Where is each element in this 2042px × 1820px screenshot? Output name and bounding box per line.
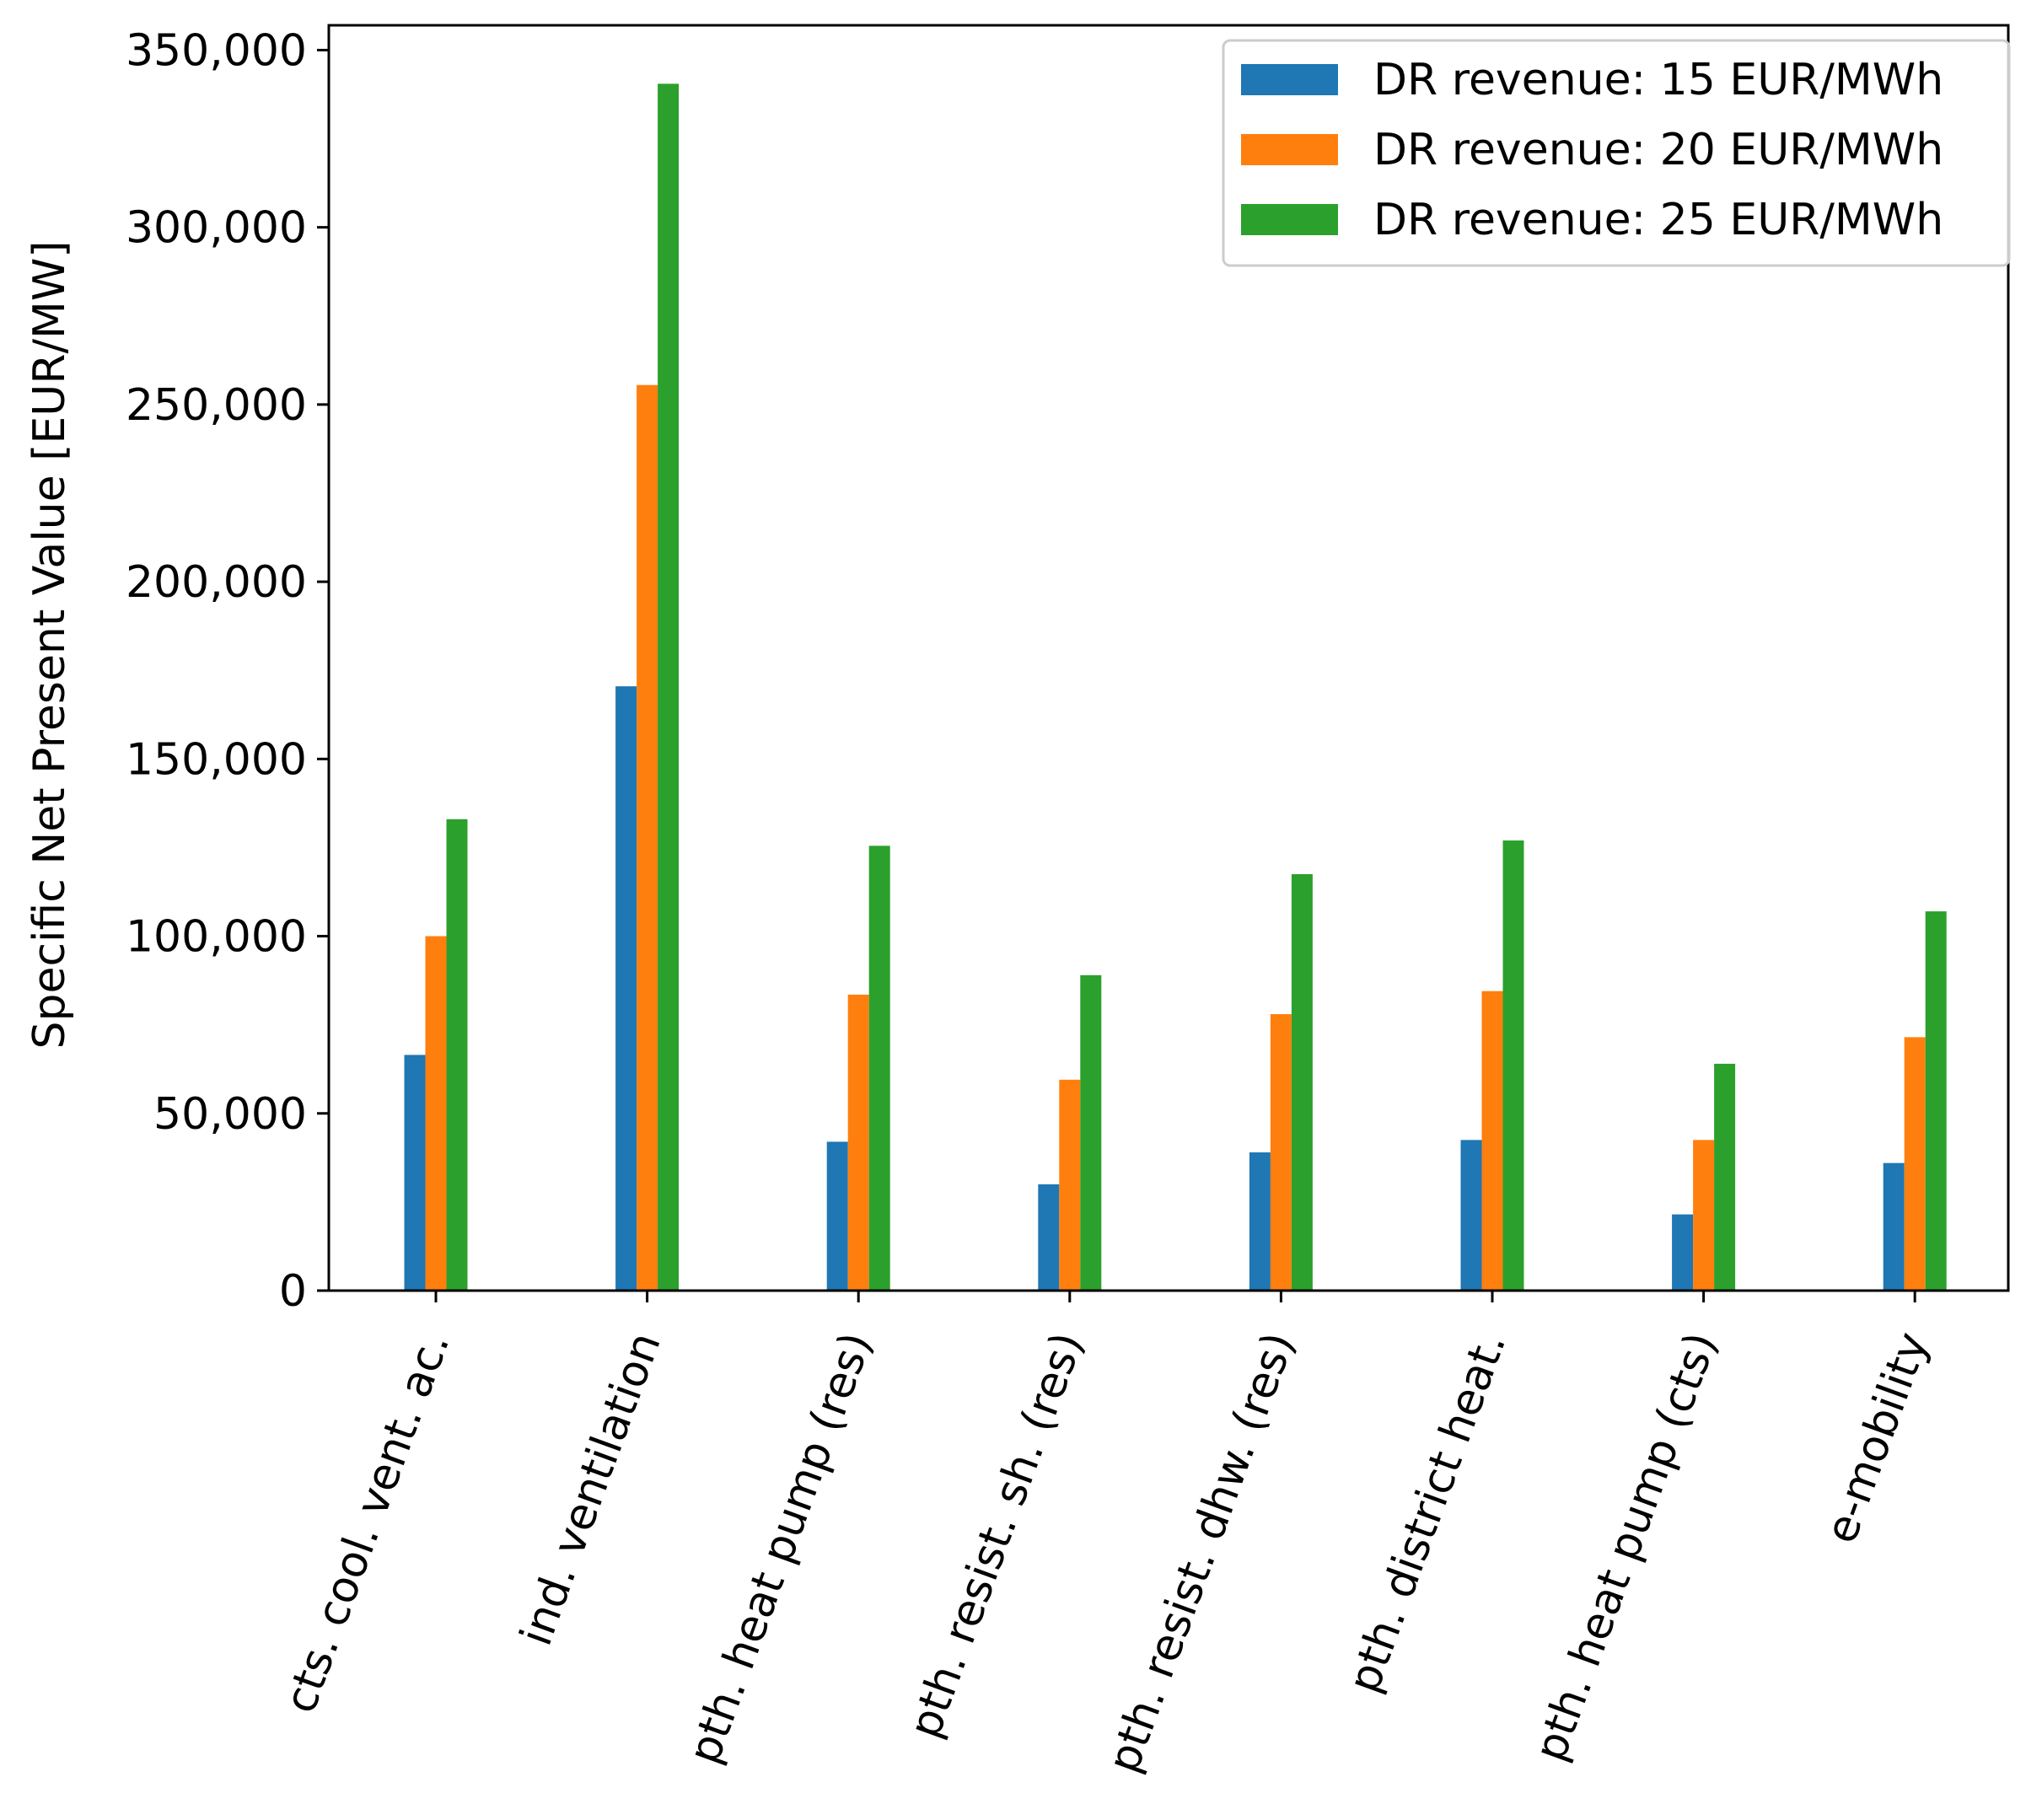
y-tick-label: 250,000 (126, 380, 307, 431)
bar-2-2 (637, 384, 658, 1291)
bar-3-1 (446, 819, 468, 1291)
bar-1-4 (1038, 1184, 1060, 1291)
bar-3-4 (1080, 974, 1102, 1291)
y-tick-label: 200,000 (126, 557, 307, 608)
bar-1-5 (1249, 1152, 1271, 1291)
bar-1-6 (1460, 1140, 1482, 1291)
x-tick-label: pth. heat pump (cts) (1525, 1326, 1728, 1768)
x-tick-label: ind. ventilation (511, 1326, 671, 1652)
y-tick-label: 0 (279, 1266, 307, 1317)
axes-layer: 0 50,000 100,000 150,000 200,000 250,000 300,0… (126, 24, 2010, 1780)
bar-2-7 (1693, 1140, 1715, 1291)
legend-label: DR revenue: 15 EUR/MWh (1373, 55, 1943, 105)
y-tick-label: 350,000 (126, 25, 307, 76)
bar-2-3 (847, 994, 869, 1291)
bar-2-4 (1059, 1079, 1081, 1291)
bar-3-8 (1925, 911, 1947, 1291)
x-tick-label: pth. heat pump (res) (680, 1326, 883, 1770)
bar-3-3 (868, 846, 890, 1291)
bar-3-2 (658, 83, 680, 1291)
bar-1-8 (1883, 1162, 1905, 1291)
bar-2-8 (1904, 1037, 1926, 1291)
x-tick-label: cts. cool. vent. ac. (275, 1326, 459, 1720)
bar-2-5 (1270, 1014, 1292, 1291)
x-tick-label: pth. resist. dhw. (res) (1099, 1326, 1305, 1780)
x-tick-label: e-mobility (1816, 1326, 1939, 1550)
legend: DR revenue: 15 EUR/MWh DR revenue: 20 EUR… (1222, 39, 2011, 267)
y-tick-label: 50,000 (153, 1089, 307, 1140)
bar-3-6 (1502, 840, 1524, 1291)
bar-1-7 (1672, 1214, 1694, 1291)
legend-box (1222, 39, 2011, 267)
bar-3-5 (1291, 873, 1313, 1291)
bars-layer (404, 83, 1947, 1291)
bar-1-3 (826, 1141, 848, 1291)
plot-frame (327, 24, 2010, 1292)
y-tick-label: 150,000 (126, 734, 307, 785)
legend-swatch (1241, 134, 1338, 165)
legend-swatch (1241, 204, 1338, 235)
legend-swatch (1241, 64, 1338, 95)
y-tick-label: 100,000 (126, 912, 307, 963)
bar-3-7 (1714, 1063, 1736, 1291)
bar-1-2 (615, 686, 637, 1291)
legend-label: DR revenue: 20 EUR/MWh (1373, 125, 1943, 175)
bar-1-1 (404, 1055, 426, 1291)
x-tick-label: pth. district heat. (1339, 1326, 1516, 1699)
bar-2-1 (425, 936, 447, 1291)
y-axis-label: Specific Net Present Value [EUR/MW] (24, 240, 75, 1049)
bar-2-6 (1481, 991, 1503, 1291)
x-tick-label: pth. resist. sh. (res) (900, 1326, 1094, 1745)
legend-label: DR revenue: 25 EUR/MWh (1373, 195, 1943, 245)
y-tick-label: 300,000 (126, 203, 307, 254)
